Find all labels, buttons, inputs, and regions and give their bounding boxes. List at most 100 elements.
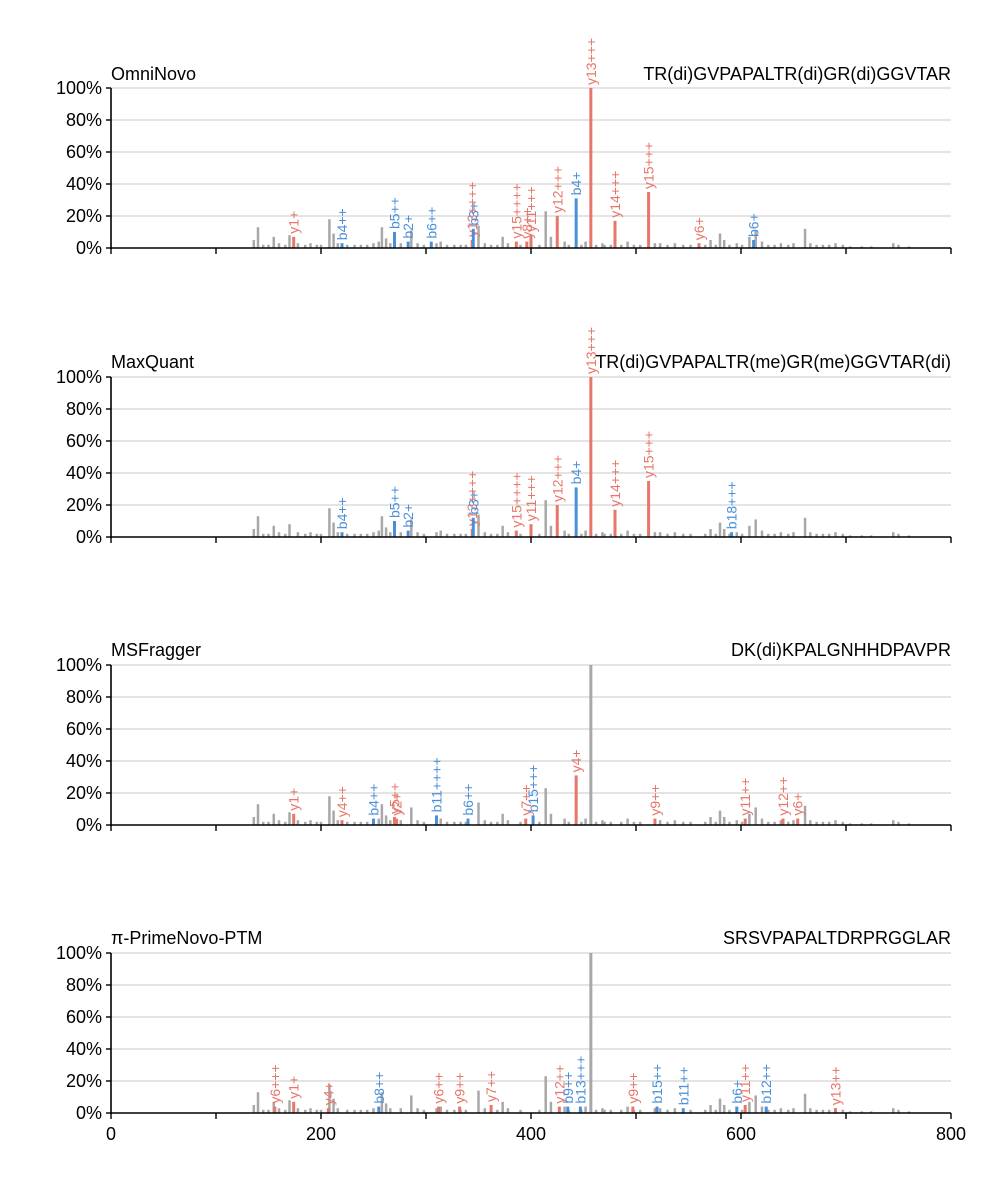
y-tick-label: 40% — [66, 174, 102, 194]
peak-label: y13++++ — [464, 471, 480, 526]
y-tick-label: 100% — [56, 655, 102, 675]
peak-label: b4++ — [334, 497, 350, 529]
y-tick-label: 40% — [66, 751, 102, 771]
peak-label: y11+++ — [523, 475, 539, 521]
x-tick-label: 800 — [936, 1124, 966, 1144]
peak-label: y6+++ — [267, 1064, 283, 1103]
panel-title: MSFragger — [111, 640, 201, 660]
y-tick-label: 0% — [76, 238, 102, 258]
peak-label: y13+++ — [583, 327, 599, 374]
y-tick-label: 40% — [66, 1039, 102, 1059]
peak-label: y1+ — [286, 1076, 302, 1099]
peak-label: b4++ — [334, 208, 350, 240]
x-tick-label: 400 — [516, 1124, 546, 1144]
y-tick-label: 40% — [66, 463, 102, 483]
peak-label: y12++ — [551, 1065, 567, 1104]
spectrum-panel-0: 0% 20% 40% 60% 80% 100% y1+ b4++ b5++b2+ b6++ y13+… — [56, 38, 952, 258]
peak-label: y9++ — [625, 1072, 641, 1103]
panel-title: OmniNovo — [111, 64, 196, 84]
peak-label: y15+++ — [641, 142, 657, 189]
peak-label: b6+ — [746, 213, 762, 237]
y-tick-label: 0% — [76, 815, 102, 835]
peak-label: y9++ — [647, 784, 663, 815]
y-tick-label: 20% — [66, 783, 102, 803]
panel-maxquant: MaxQuant TR(di)GVPAPALTR(me)GR(me)GGVTAR… — [111, 352, 951, 372]
spectrum-panel-1: 0% 20% 40% 60% 80% 100% b4++ b5++b2+ y13++++b3+ y… — [56, 327, 952, 547]
peak-label: y11+++ — [523, 186, 539, 232]
peak-label: b2+ — [400, 504, 416, 528]
peak-label: y15+++ — [641, 431, 657, 478]
peak-label: b3+ — [465, 202, 481, 226]
y-tick-label: 20% — [66, 206, 102, 226]
peak-label: b4+ — [568, 172, 584, 196]
y-tick-label: 100% — [56, 78, 102, 98]
spectrum-panel-3: 0% 20% 40% 60% 80% 100% y6+++ y1+ y4+ b8++ y6++ y9+… — [56, 943, 966, 1144]
peak-label: y2+ — [389, 793, 405, 816]
peak-label: b2+ — [400, 215, 416, 239]
peak-label: y4+ — [320, 1082, 336, 1105]
peak-label: b5++ — [387, 486, 403, 518]
peak-label: y12+++ — [549, 455, 565, 502]
y-tick-label: 60% — [66, 1007, 102, 1027]
peak-label: b13+++ — [572, 1056, 588, 1104]
panel-title: π-PrimeNovo-PTM — [111, 928, 262, 948]
peptide-sequence: SRSVPAPALTDRPRGGLAR — [723, 928, 951, 948]
peptide-sequence: TR(di)GVPAPALTR(me)GR(me)GGVTAR(di) — [595, 352, 951, 372]
peak-label: b11++ — [675, 1067, 691, 1106]
peak-label: y11++ — [737, 778, 753, 816]
peak-label: y7++ — [518, 784, 534, 815]
peak-label: y5++ — [387, 783, 403, 814]
peak-label: y4++ — [334, 786, 350, 817]
peptide-sequence: TR(di)GVPAPALTR(di)GR(di)GGVTAR — [643, 64, 951, 84]
peak-label: y6++ — [431, 1072, 447, 1103]
peak-label: y14+++ — [607, 171, 623, 218]
peak-label: b6++ — [460, 784, 476, 816]
y-tick-label: 100% — [56, 367, 102, 387]
x-tick-label: 600 — [726, 1124, 756, 1144]
peak-label: b15++ — [649, 1064, 665, 1104]
peak-label: y1+ — [286, 211, 302, 234]
panel-title: MaxQuant — [111, 352, 194, 372]
peak-label: y13++++ — [464, 182, 480, 237]
peak-label: b8++ — [371, 1072, 387, 1104]
peak-label: b3+ — [465, 491, 481, 515]
peak-label: y15++++ — [508, 472, 524, 527]
peak-label: y6+ — [691, 217, 707, 240]
peak-label: y6+ — [790, 793, 806, 816]
peak-label: y11++ — [737, 1064, 753, 1102]
y-tick-label: 80% — [66, 687, 102, 707]
peak-label: y12++ — [775, 777, 791, 816]
peak-label: b18+++ — [724, 481, 740, 529]
y-tick-label: 80% — [66, 399, 102, 419]
peak-label: b5++ — [387, 197, 403, 229]
x-tick-label: 0 — [106, 1124, 116, 1144]
spectrum-panel-2: 0% 20% 40% 60% 80% 100% y1+ y4++ b4++ y5++y2+ b11+… — [56, 655, 952, 835]
y-tick-label: 20% — [66, 1071, 102, 1091]
y-tick-label: 80% — [66, 975, 102, 995]
peptide-sequence: DK(di)KPALGNHHDPAVPR — [731, 640, 951, 660]
panel-primenovo: π-PrimeNovo-PTM SRSVPAPALTDRPRGGLAR — [111, 928, 951, 948]
peak-label: b12++ — [758, 1064, 774, 1104]
y-tick-label: 100% — [56, 943, 102, 963]
peak-label: b4+ — [568, 461, 584, 485]
peak-label: b9++ — [560, 1072, 576, 1104]
peak-label: y9++ — [452, 1072, 468, 1103]
panel-msfragger: MSFragger DK(di)KPALGNHHDPAVPR — [111, 640, 951, 660]
peak-label: y12+++ — [549, 166, 565, 213]
y-tick-label: 60% — [66, 719, 102, 739]
x-tick-label: 200 — [306, 1124, 336, 1144]
y-tick-label: 20% — [66, 495, 102, 515]
y-tick-label: 0% — [76, 527, 102, 547]
peak-label: y8++ — [519, 207, 535, 238]
y-tick-label: 60% — [66, 142, 102, 162]
panel-omninovo: OmniNovo TR(di)GVPAPALTR(di)GR(di)GGVTAR — [111, 64, 951, 84]
peak-label: y4+ — [568, 749, 584, 772]
y-tick-label: 60% — [66, 431, 102, 451]
peak-label: y13+++ — [583, 38, 599, 85]
peak-label: b6+ — [729, 1080, 745, 1104]
y-tick-label: 0% — [76, 1103, 102, 1123]
peak-label: y1+ — [286, 788, 302, 811]
peak-label: y7++ — [483, 1071, 499, 1102]
peak-label: y14+++ — [607, 460, 623, 507]
